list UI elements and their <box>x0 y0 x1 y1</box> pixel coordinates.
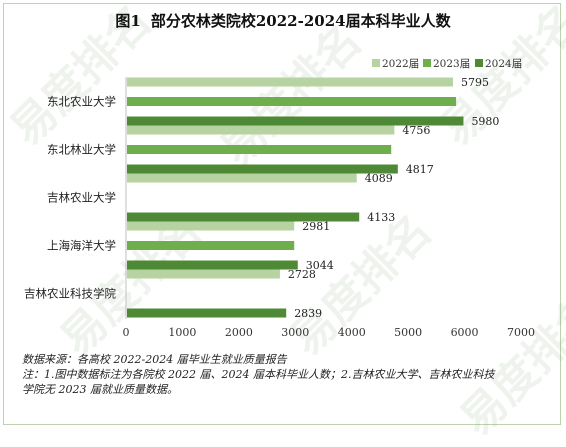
legend-swatch <box>423 59 431 67</box>
bar-2022届 <box>127 269 280 279</box>
bar-2024届 <box>127 308 287 318</box>
bar-2024届 <box>127 212 360 222</box>
bar-2022届 <box>127 77 454 87</box>
bar-2023届 <box>127 241 295 250</box>
bar-2024届 <box>127 164 398 174</box>
data-label: 2839 <box>294 307 322 320</box>
legend-label: 2024届 <box>485 58 522 70</box>
note-line-2: 学院无 2023 届就业质量数据。 <box>22 383 178 396</box>
data-label: 2981 <box>302 220 330 233</box>
x-tick-label: 3000 <box>281 326 309 339</box>
category-label: 吉林农业科技学院 <box>24 287 116 301</box>
legend-label: 2023届 <box>433 58 470 70</box>
chart-notes: 数据来源：各高校 2022-2024 届毕业生就业质量报告 注：1.图中数据标注… <box>22 352 552 397</box>
category-label: 吉林农业大学 <box>47 191 116 205</box>
figure-frame <box>3 3 561 425</box>
category-label: 东北林业大学 <box>47 143 116 157</box>
chart-title: 图1 部分农林类院校2022-2024届本科毕业人数 <box>0 10 566 31</box>
bar-2024届 <box>127 116 464 126</box>
bar-2022届 <box>127 221 295 231</box>
note-line-1: 注：1.图中数据标注为各院校 2022 届、2024 届本科毕业人数；2.吉林农… <box>22 368 495 381</box>
data-label: 4817 <box>406 163 434 176</box>
data-label: 2728 <box>288 268 316 281</box>
bar-2024届 <box>127 260 298 270</box>
legend-swatch <box>475 59 483 67</box>
bar-2023届 <box>127 97 457 106</box>
category-label: 上海海洋大学 <box>47 239 116 253</box>
category-label: 东北农业大学 <box>47 95 116 109</box>
x-tick-label: 5000 <box>394 326 422 339</box>
x-tick-label: 2000 <box>225 326 253 339</box>
bar-2022届 <box>127 125 395 135</box>
data-label: 4756 <box>402 124 430 137</box>
x-tick-label: 7000 <box>507 326 535 339</box>
title-text: 部分农林类院校2022-2024届本科毕业人数 <box>150 12 451 30</box>
legend-label: 2022届 <box>382 58 419 70</box>
x-tick-label: 1000 <box>168 326 196 339</box>
bar-2023届 <box>127 145 392 154</box>
data-label: 5795 <box>461 76 489 89</box>
figure-number: 图1 <box>115 12 141 30</box>
data-label: 3044 <box>306 259 334 272</box>
x-tick-label: 6000 <box>451 326 479 339</box>
bar-2022届 <box>127 173 357 183</box>
legend-swatch <box>372 59 380 67</box>
data-label: 4089 <box>365 172 393 185</box>
x-tick-label: 0 <box>123 326 130 339</box>
x-tick-label: 4000 <box>338 326 366 339</box>
data-label: 5980 <box>471 115 499 128</box>
data-label: 4133 <box>367 211 395 224</box>
source-note: 数据来源：各高校 2022-2024 届毕业生就业质量报告 <box>22 353 287 366</box>
bar-chart: 0 1000 2000 3000 4000 5000 6000 7000 东北农业大学东北林业大… <box>24 58 535 339</box>
